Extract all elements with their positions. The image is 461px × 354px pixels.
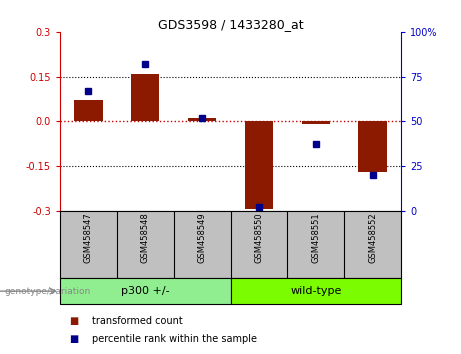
Text: p300 +/-: p300 +/- xyxy=(121,286,170,296)
Text: GSM458551: GSM458551 xyxy=(311,213,320,263)
Text: GSM458549: GSM458549 xyxy=(198,213,207,263)
Bar xyxy=(74,101,102,121)
Text: wild-type: wild-type xyxy=(290,286,342,296)
Bar xyxy=(230,278,401,304)
Title: GDS3598 / 1433280_at: GDS3598 / 1433280_at xyxy=(158,18,303,31)
Text: transformed count: transformed count xyxy=(92,315,183,326)
Bar xyxy=(60,278,230,304)
Bar xyxy=(131,74,160,121)
Text: GSM458548: GSM458548 xyxy=(141,213,150,263)
Text: GSM458550: GSM458550 xyxy=(254,213,263,263)
Bar xyxy=(188,118,216,121)
Text: GSM458547: GSM458547 xyxy=(84,213,93,263)
Text: GSM458552: GSM458552 xyxy=(368,213,377,263)
Bar xyxy=(301,121,330,124)
Text: ■: ■ xyxy=(69,334,78,344)
Text: percentile rank within the sample: percentile rank within the sample xyxy=(92,334,257,344)
Text: genotype/variation: genotype/variation xyxy=(5,287,91,296)
Bar xyxy=(245,121,273,209)
Bar xyxy=(358,121,387,172)
Text: ■: ■ xyxy=(69,315,78,326)
